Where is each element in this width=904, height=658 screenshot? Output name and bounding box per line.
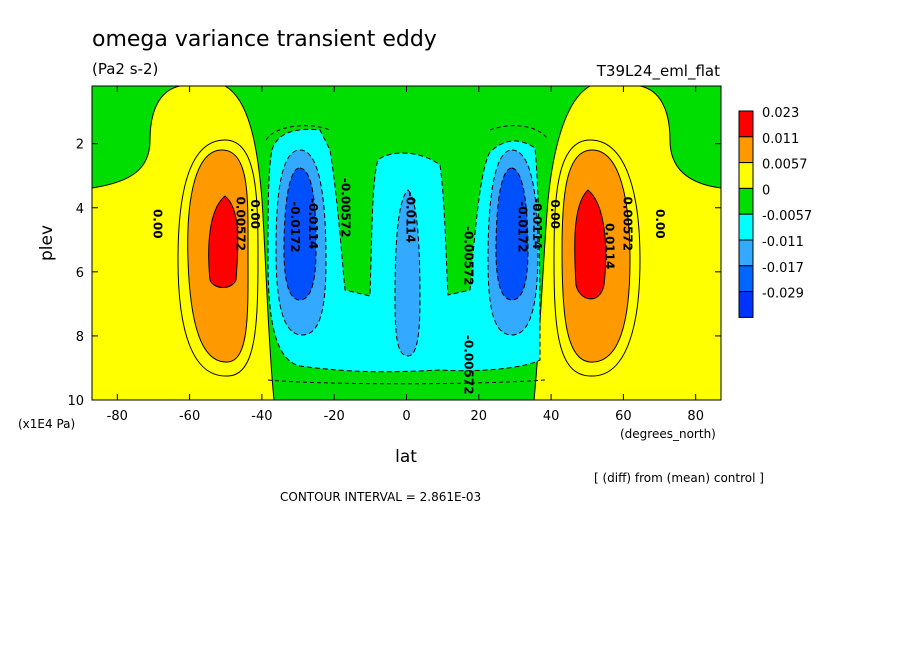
blue-region-nh xyxy=(495,167,529,301)
contour-label: -0.0114 xyxy=(404,192,418,243)
legend-label: -0.011 xyxy=(762,235,804,250)
contour-label: -0.0172 xyxy=(516,201,530,252)
contour-label: -0.00572 xyxy=(338,178,352,238)
y-tick-label: 4 xyxy=(76,202,84,217)
legend-swatch xyxy=(738,187,754,215)
legend-swatch xyxy=(738,239,754,267)
legend-label: 0.023 xyxy=(762,106,799,121)
contour-field: 0.00 0.00572 0.00 -0.0172 -0.0114 -0.00572 -0.… xyxy=(92,86,721,400)
x-tick-label: -80 xyxy=(107,409,128,424)
y-tick-label: 6 xyxy=(76,266,84,281)
x-axis: -80 -60 -40 -20 0 20 40 60 80 xyxy=(107,86,704,424)
units-label: (Pa2 s-2) xyxy=(92,60,158,78)
y-axis-label: plev xyxy=(37,225,57,261)
x-tick-label: -20 xyxy=(324,409,345,424)
x-tick-label: 60 xyxy=(615,409,632,424)
contour-label: 0.00572 xyxy=(234,196,248,251)
y-tick-label: 10 xyxy=(67,394,84,409)
legend-label: -0.0057 xyxy=(762,209,812,224)
y-axis-units: (x1E4 Pa) xyxy=(18,417,75,431)
x-tick-label: 0 xyxy=(402,409,410,424)
y-axis: 2 4 6 8 10 xyxy=(67,138,721,409)
sh-red-region xyxy=(208,195,239,288)
x-axis-label: lat xyxy=(395,447,417,467)
sh-thin-contour xyxy=(177,139,259,377)
blue-region-sh xyxy=(283,167,317,301)
nh-thin-contour xyxy=(553,139,641,377)
legend-label: 0 xyxy=(762,183,770,198)
contour-label: 0.00 xyxy=(548,199,562,229)
x-tick-label: -40 xyxy=(251,409,272,424)
nh-red-region xyxy=(574,189,607,300)
x-tick-label: 80 xyxy=(687,409,704,424)
legend-label: -0.017 xyxy=(762,261,804,276)
contour-label: -0.00572 xyxy=(461,226,475,286)
legend-swatch xyxy=(738,291,754,318)
contour-label: -0.0114 xyxy=(530,198,544,249)
diff-note: [ (diff) from (mean) control ] xyxy=(594,471,764,485)
chart-title: omega variance transient eddy xyxy=(92,27,437,52)
experiment-label: T39L24_eml_flat xyxy=(596,62,720,81)
contour-label: 0.00 xyxy=(150,209,164,239)
x-axis-units: (degrees_north) xyxy=(620,427,716,441)
contour-label: -0.0172 xyxy=(288,201,302,252)
contour-label: 0.00 xyxy=(653,209,667,239)
x-tick-label: 20 xyxy=(471,409,488,424)
x-tick-label: 40 xyxy=(543,409,560,424)
legend-label: -0.029 xyxy=(762,287,804,302)
legend-label: 0.011 xyxy=(762,132,799,147)
legend-label: 0.0057 xyxy=(762,158,808,173)
legend-swatch xyxy=(738,110,754,138)
contour-labels: 0.00 0.00572 0.00 -0.0172 -0.0114 -0.00572 -0.… xyxy=(150,178,666,395)
contour-label: -0.0114 xyxy=(306,198,320,249)
contour-label: -0.00572 xyxy=(461,335,475,395)
y-tick-label: 8 xyxy=(76,330,84,345)
legend-swatch xyxy=(738,213,754,241)
light-blue-region-eq xyxy=(394,189,421,357)
central-dashed-contour xyxy=(265,125,549,385)
x-tick-label: -60 xyxy=(179,409,200,424)
legend-swatch xyxy=(738,136,754,164)
contour-interval: CONTOUR INTERVAL = 2.861E-03 xyxy=(280,490,481,504)
contour-label: 0.0114 xyxy=(602,223,616,269)
legend-swatch xyxy=(738,265,754,293)
color-legend: 0.023 0.011 0.0057 0 -0.0057 -0.011 -0.017 -0.0… xyxy=(738,106,812,318)
contour-label: 0.00572 xyxy=(620,196,634,251)
y-tick-label: 2 xyxy=(76,138,84,153)
contour-label: 0.00 xyxy=(248,199,262,229)
legend-swatch xyxy=(738,162,754,189)
